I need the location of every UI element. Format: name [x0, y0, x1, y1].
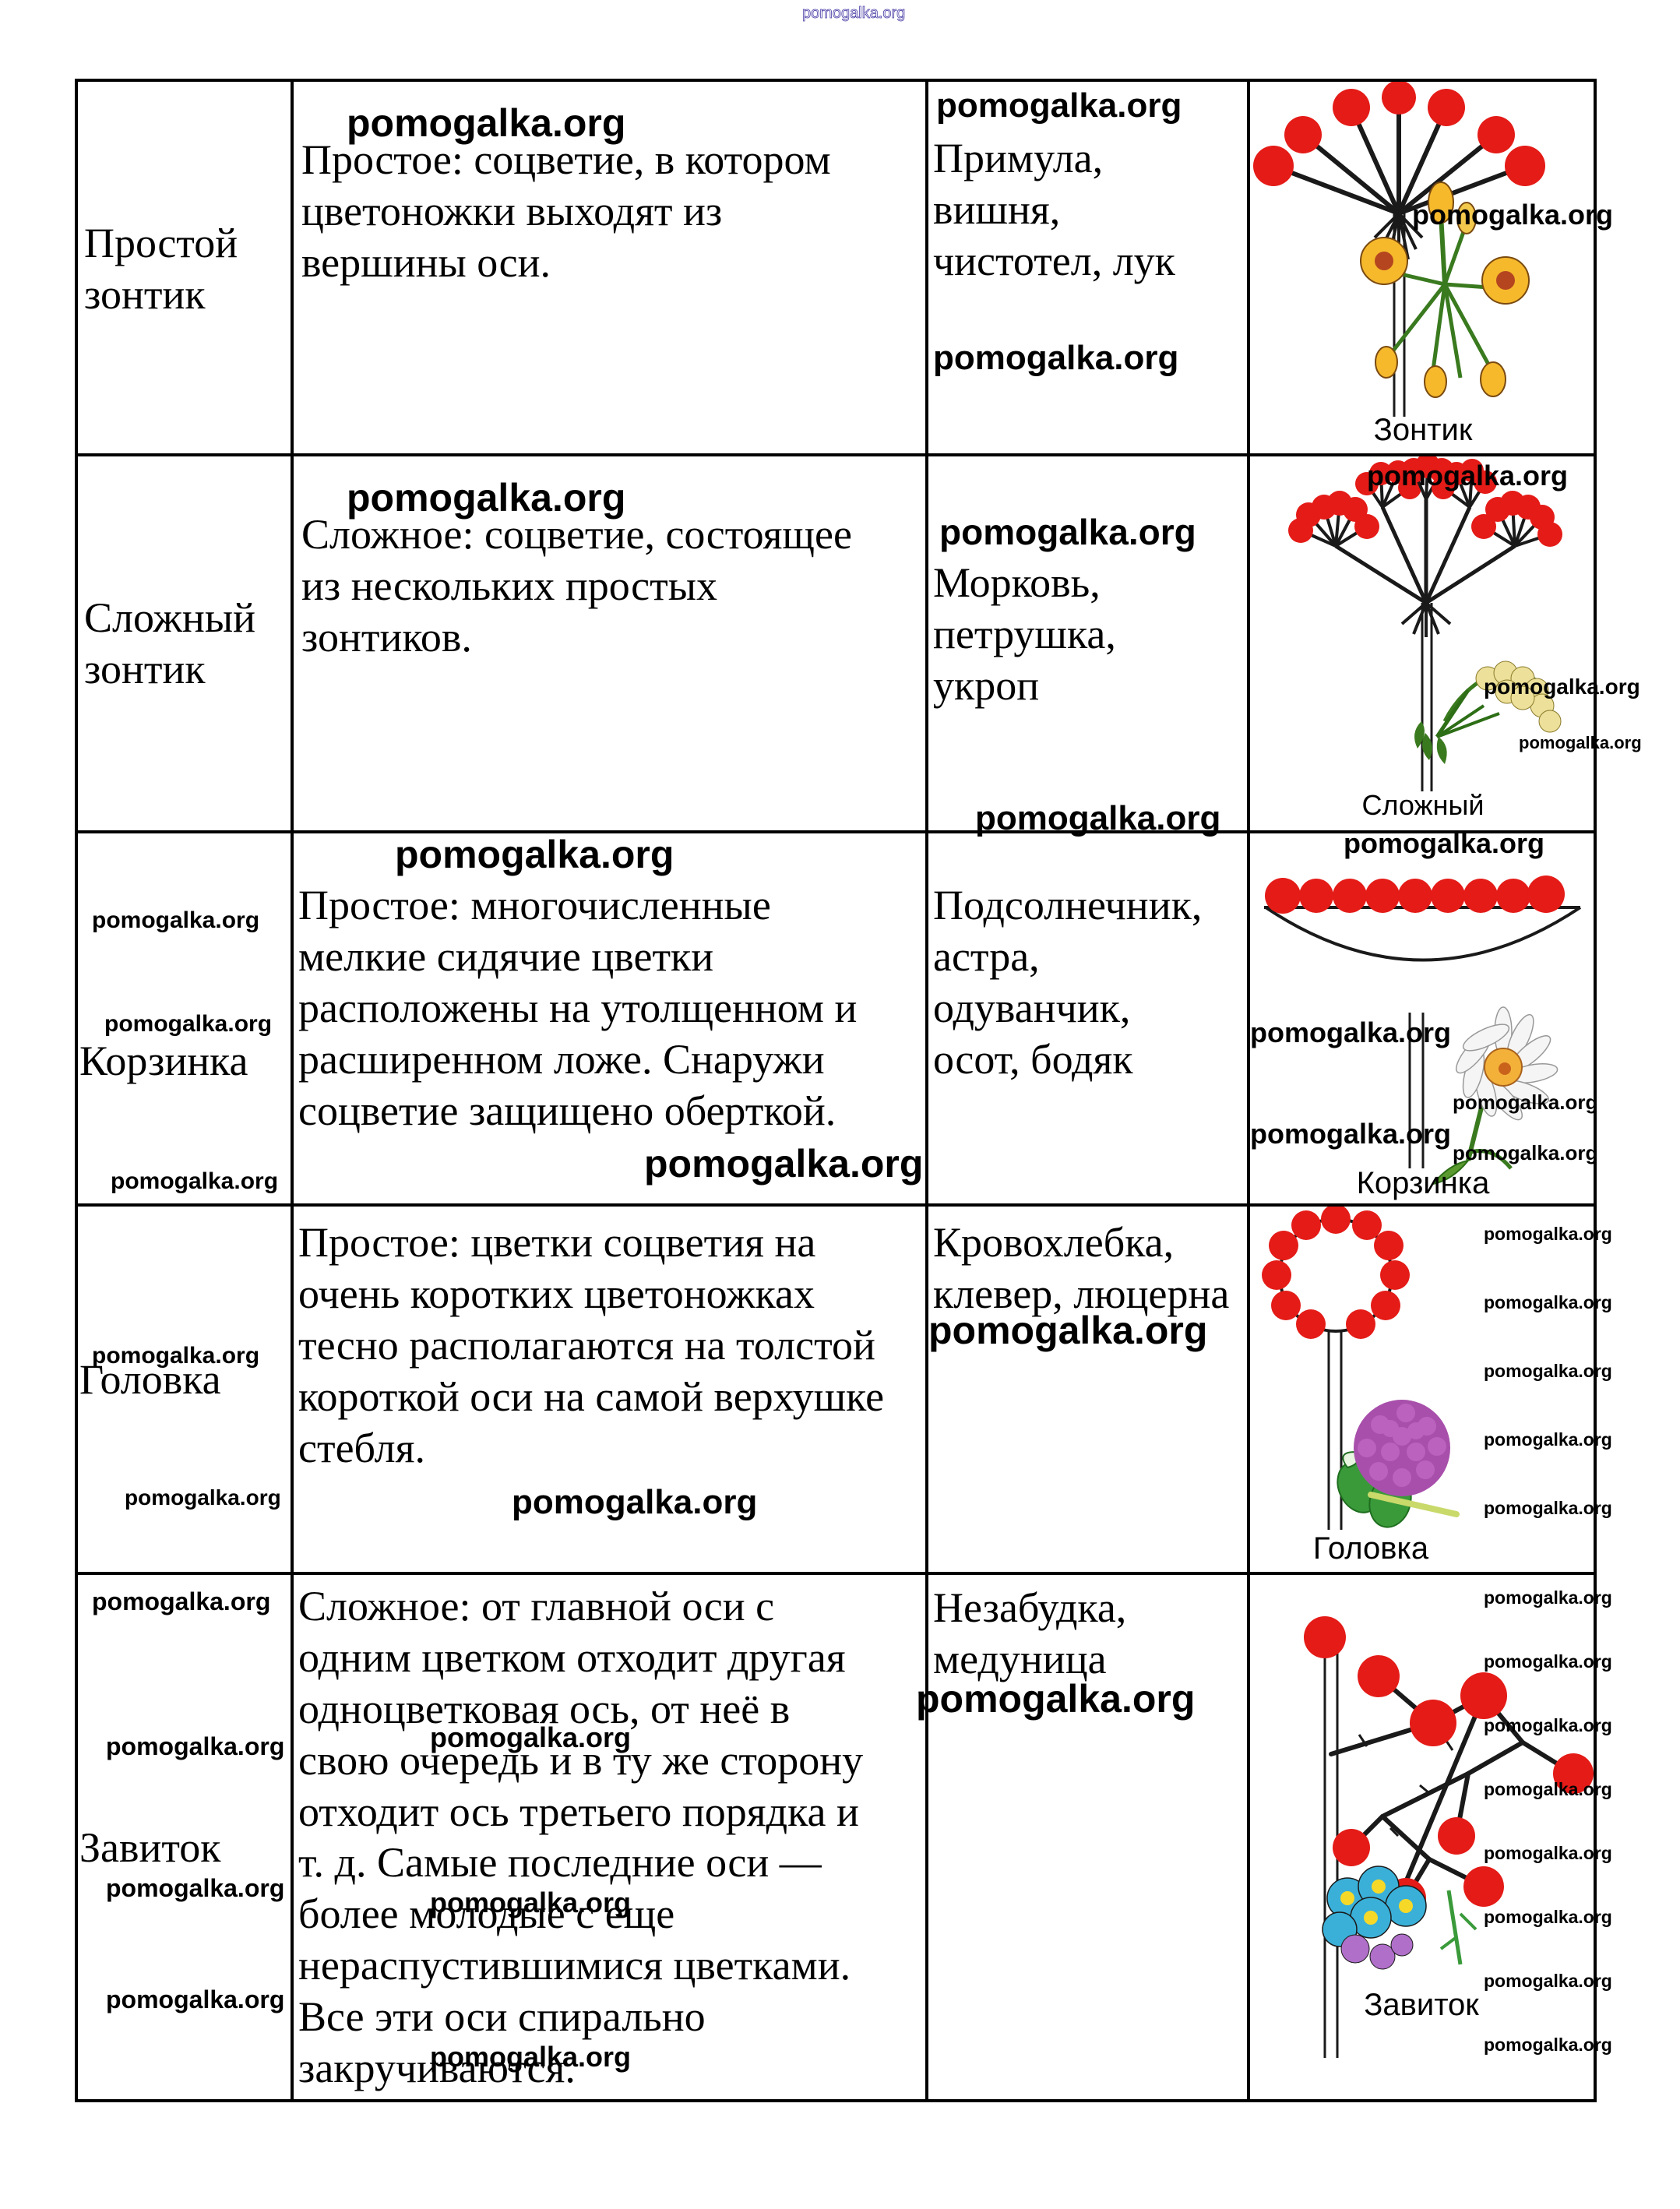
svg-text:Сложный: Сложный — [1362, 789, 1485, 821]
svg-text:Зонтик: Зонтик — [1374, 413, 1473, 447]
svg-text:Корзинка: Корзинка — [1357, 1166, 1490, 1200]
svg-text:Головка: Головка — [1313, 1531, 1429, 1566]
svg-text:Завиток: Завиток — [1364, 1988, 1479, 2022]
